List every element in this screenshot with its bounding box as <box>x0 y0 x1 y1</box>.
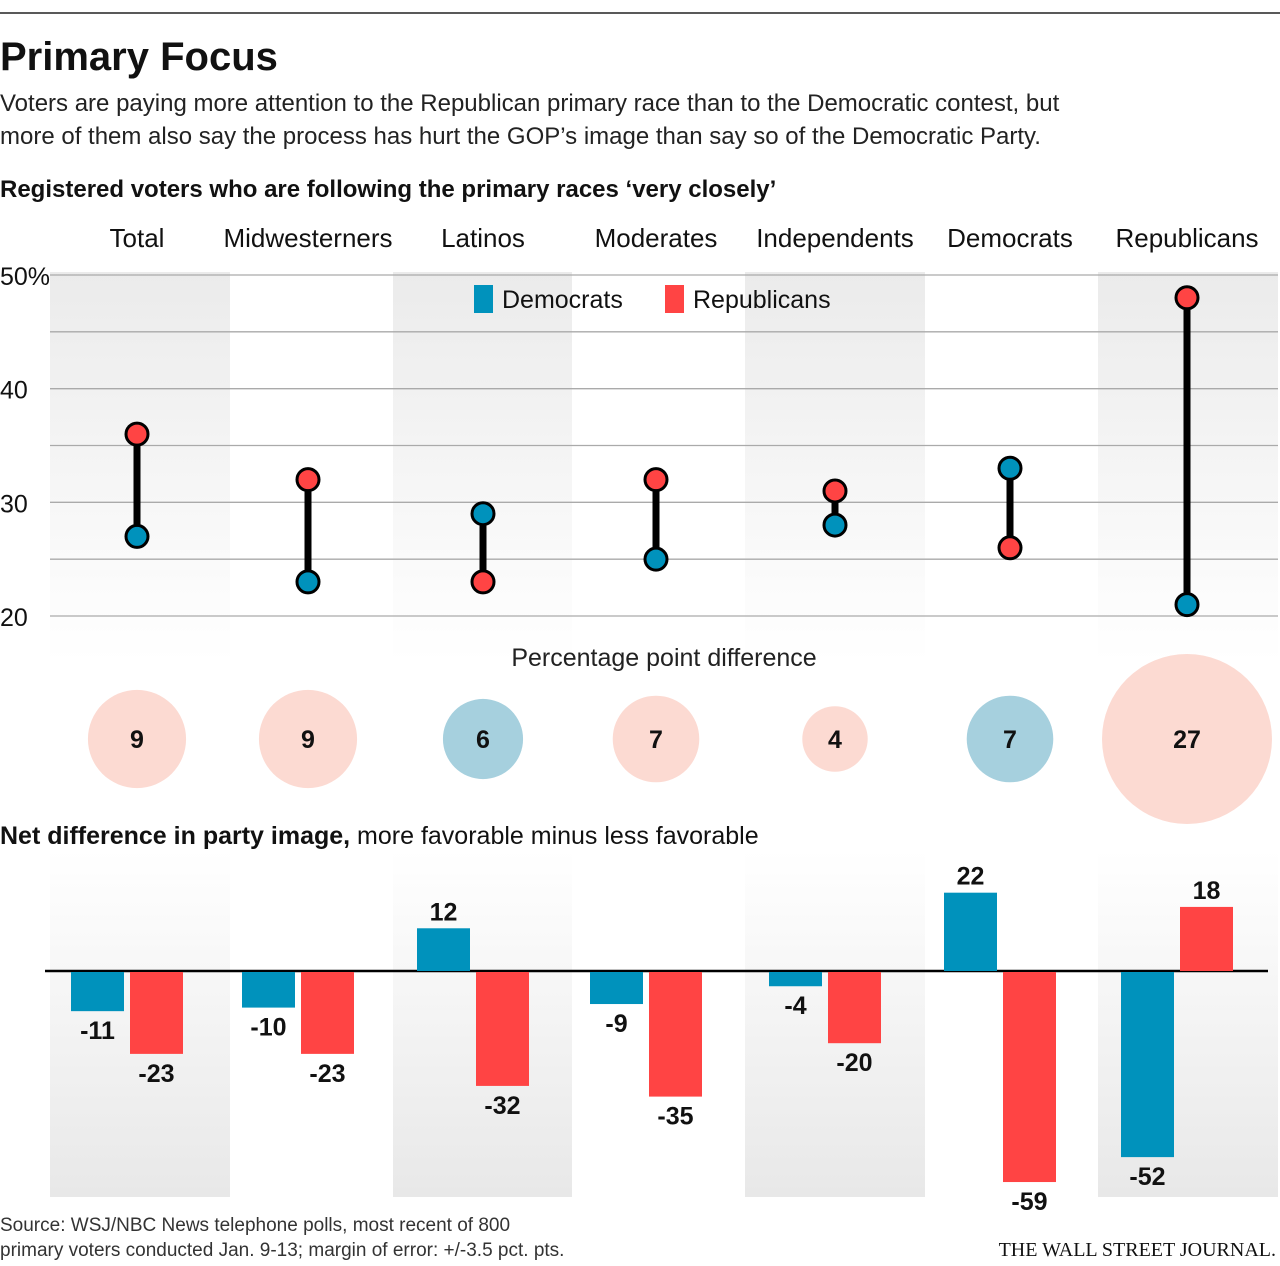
bar-value-label: 18 <box>1193 877 1221 905</box>
dot-democrats <box>470 501 496 527</box>
difference-label: 27 <box>1173 726 1201 754</box>
dot-republicans <box>997 535 1023 561</box>
bar-title: Net difference in party image, more favo… <box>0 822 759 850</box>
bar-democrats <box>71 972 124 1012</box>
bubble-title: Percentage point difference <box>511 644 816 672</box>
bar-value-label: -11 <box>80 1017 115 1045</box>
bar-value-label: -10 <box>250 1014 286 1042</box>
bar-value-label: 22 <box>957 863 985 891</box>
dot-democrats <box>643 546 669 572</box>
bar-value-label: -32 <box>484 1092 520 1120</box>
bar-value-label: -23 <box>138 1060 174 1088</box>
bar-value-label: -20 <box>836 1049 872 1077</box>
bar-value-label: -9 <box>605 1010 627 1038</box>
difference-label: 7 <box>1003 726 1017 754</box>
difference-bubble <box>612 695 700 783</box>
difference-bubble <box>442 698 524 780</box>
dot-democrats <box>997 455 1023 481</box>
dot-republicans <box>822 478 848 504</box>
bar-value-label: -4 <box>784 992 806 1020</box>
legend-label-republicans: Republicans <box>693 286 831 314</box>
category-label: Midwesterners <box>223 223 392 253</box>
bar-democrats <box>242 972 295 1008</box>
bar-republicans <box>1003 972 1056 1183</box>
category-label: Total <box>110 223 165 253</box>
category-label: Independents <box>756 223 914 253</box>
difference-bubble <box>1102 654 1272 824</box>
bar-republicans <box>301 972 354 1054</box>
chart-title: Primary Focus <box>0 35 278 79</box>
dot-republicans <box>295 467 321 493</box>
difference-label: 9 <box>301 726 315 754</box>
legend-swatch-democrats <box>474 285 493 313</box>
subtitle-line-1: Voters are paying more attention to the … <box>0 90 1060 117</box>
category-label: Republicans <box>1115 223 1258 253</box>
column-band <box>745 272 925 662</box>
bar-value-label: -23 <box>309 1060 345 1088</box>
bar-value-label: 12 <box>430 898 458 926</box>
dot-democrats <box>295 569 321 595</box>
bar-title-rest: more favorable minus less favorable <box>350 822 759 850</box>
subtitle-line-2: more of them also say the process has hu… <box>0 123 1041 150</box>
difference-bubble <box>802 706 868 772</box>
y-tick-label: 50% <box>0 263 50 291</box>
bar-value-label: -52 <box>1129 1163 1165 1191</box>
dumbbell-title: Registered voters who are following the … <box>0 176 776 203</box>
bar-republicans <box>828 972 881 1044</box>
column-band <box>393 272 572 662</box>
bar-democrats <box>1121 972 1174 1158</box>
bar-republicans <box>1180 906 1233 971</box>
difference-bubble <box>87 689 187 789</box>
category-label: Democrats <box>947 223 1073 253</box>
dot-republicans <box>643 467 669 493</box>
legend-swatch-republicans <box>665 285 684 313</box>
dot-democrats <box>124 523 150 549</box>
bar-title-bold: Net difference in party image, <box>0 822 350 850</box>
wsj-logo: THE WALL STREET JOURNAL. <box>999 1239 1276 1261</box>
bar-democrats <box>944 892 997 971</box>
difference-label: 4 <box>828 726 842 754</box>
bar-democrats <box>590 972 643 1005</box>
difference-bubble <box>258 689 358 789</box>
dot-republicans <box>470 569 496 595</box>
legend-label-democrats: Democrats <box>502 286 623 314</box>
difference-label: 9 <box>130 726 144 754</box>
y-tick-label: 30 <box>0 490 28 518</box>
dot-democrats <box>1174 592 1200 618</box>
category-label: Latinos <box>441 223 525 253</box>
dot-republicans <box>124 421 150 447</box>
bar-republicans <box>649 972 702 1097</box>
bar-republicans <box>476 972 529 1086</box>
difference-label: 6 <box>476 726 490 754</box>
y-tick-label: 20 <box>0 604 28 632</box>
bar-republicans <box>130 972 183 1054</box>
dot-democrats <box>822 512 848 538</box>
difference-bubble <box>966 695 1054 783</box>
bar-democrats <box>769 972 822 987</box>
difference-label: 7 <box>649 726 663 754</box>
y-tick-label: 40 <box>0 377 28 405</box>
bar-democrats <box>417 928 470 971</box>
source-line-2: primary voters conducted Jan. 9-13; marg… <box>0 1240 564 1261</box>
category-label: Moderates <box>595 223 718 253</box>
bar-value-label: -59 <box>1011 1188 1047 1216</box>
source-line-1: Source: WSJ/NBC News telephone polls, mo… <box>0 1215 510 1236</box>
dot-republicans <box>1174 285 1200 311</box>
bar-value-label: -35 <box>657 1103 693 1131</box>
legend: Democrats Republicans <box>474 285 831 314</box>
